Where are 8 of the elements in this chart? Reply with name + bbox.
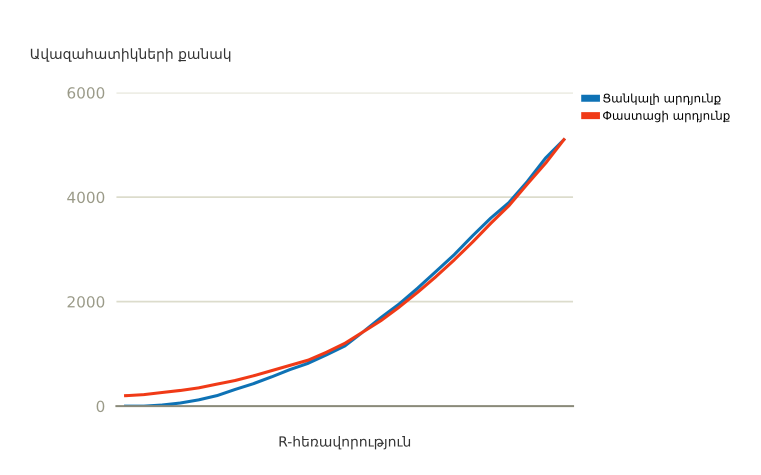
legend-label: Փաստացի արդյունք (603, 110, 730, 122)
legend-label: Ցանկալի արդյունք (603, 93, 721, 105)
x-axis-title: R-հեռավորություն (280, 436, 410, 450)
y-tick-label: 4000 (67, 192, 104, 204)
y-axis-title: Ավազահատիկների քանակ (30, 48, 230, 62)
y-tick-label: 0 (96, 400, 104, 412)
y-tick-label: 6000 (68, 87, 104, 99)
y-tick-label: 2000 (68, 296, 104, 308)
